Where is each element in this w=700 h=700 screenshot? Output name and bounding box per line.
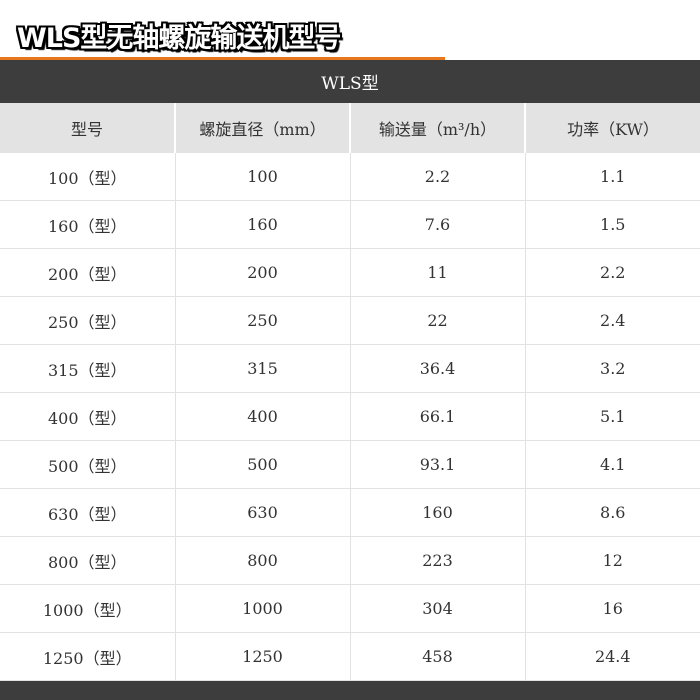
cell-diameter: 250 <box>174 296 350 345</box>
cell-model: 100（型） <box>0 153 175 201</box>
cell-capacity: 458 <box>349 632 525 681</box>
table-row: 250（型） 250 22 2.4 <box>0 296 700 345</box>
cell-power: 24.4 <box>524 632 700 681</box>
table-row: 500（型） 500 93.1 4.1 <box>0 440 700 489</box>
table-row: 100（型） 100 2.2 1.1 <box>0 153 700 201</box>
cell-diameter: 160 <box>174 200 350 249</box>
header-row: 型号 螺旋直径（mm） 输送量（m³/h） 功率（KW） <box>0 103 700 153</box>
table-caption: WLS型 <box>0 60 700 103</box>
col-header-model: 型号 <box>0 103 175 153</box>
cell-capacity: 160 <box>349 488 525 537</box>
cell-power: 8.6 <box>524 488 700 537</box>
cell-model: 630（型） <box>0 488 175 537</box>
cell-power: 2.2 <box>524 248 700 297</box>
cell-model: 200（型） <box>0 248 175 297</box>
cell-capacity: 7.6 <box>349 200 525 249</box>
col-header-power: 功率（KW） <box>524 103 700 153</box>
cell-capacity: 304 <box>349 584 525 633</box>
cell-capacity: 22 <box>349 296 525 345</box>
cell-capacity: 36.4 <box>349 344 525 393</box>
cell-capacity: 11 <box>349 248 525 297</box>
cell-power: 5.1 <box>524 392 700 441</box>
table-row: 800（型） 800 223 12 <box>0 536 700 585</box>
cell-model: 1000（型） <box>0 584 175 633</box>
cell-power: 2.4 <box>524 296 700 345</box>
cell-diameter: 500 <box>174 440 350 489</box>
cell-diameter: 630 <box>174 488 350 537</box>
cell-diameter: 315 <box>174 344 350 393</box>
cell-diameter: 1250 <box>174 632 350 681</box>
cell-capacity: 66.1 <box>349 392 525 441</box>
cell-capacity: 2.2 <box>349 153 525 201</box>
cell-capacity: 93.1 <box>349 440 525 489</box>
table-row: 1250（型） 1250 458 24.4 <box>0 632 700 681</box>
cell-power: 16 <box>524 584 700 633</box>
page-title: WLS型无轴螺旋输送机型号 <box>17 23 341 54</box>
table-row: 630（型） 630 160 8.6 <box>0 488 700 537</box>
spec-table: 型号 螺旋直径（mm） 输送量（m³/h） 功率（KW） 100（型） 100 2.… <box>0 103 700 681</box>
cell-model: 160（型） <box>0 200 175 249</box>
table-row: 315（型） 315 36.4 3.2 <box>0 344 700 393</box>
cell-diameter: 400 <box>174 392 350 441</box>
col-header-capacity: 输送量（m³/h） <box>349 103 525 153</box>
col-header-diameter: 螺旋直径（mm） <box>174 103 350 153</box>
table-row: 1000（型） 1000 304 16 <box>0 584 700 633</box>
cell-diameter: 1000 <box>174 584 350 633</box>
cell-power: 3.2 <box>524 344 700 393</box>
footer-band <box>0 681 700 700</box>
table-row: 160（型） 160 7.6 1.5 <box>0 200 700 249</box>
accent-line <box>0 57 445 60</box>
table-row: 200（型） 200 11 2.2 <box>0 248 700 297</box>
cell-model: 315（型） <box>0 344 175 393</box>
cell-capacity: 223 <box>349 536 525 585</box>
cell-model: 250（型） <box>0 296 175 345</box>
cell-power: 12 <box>524 536 700 585</box>
cell-diameter: 200 <box>174 248 350 297</box>
cell-model: 800（型） <box>0 536 175 585</box>
cell-power: 1.1 <box>524 153 700 201</box>
cell-model: 1250（型） <box>0 632 175 681</box>
cell-diameter: 800 <box>174 536 350 585</box>
table-row: 400（型） 400 66.1 5.1 <box>0 392 700 441</box>
cell-diameter: 100 <box>174 153 350 201</box>
cell-power: 1.5 <box>524 200 700 249</box>
cell-power: 4.1 <box>524 440 700 489</box>
cell-model: 400（型） <box>0 392 175 441</box>
cell-model: 500（型） <box>0 440 175 489</box>
